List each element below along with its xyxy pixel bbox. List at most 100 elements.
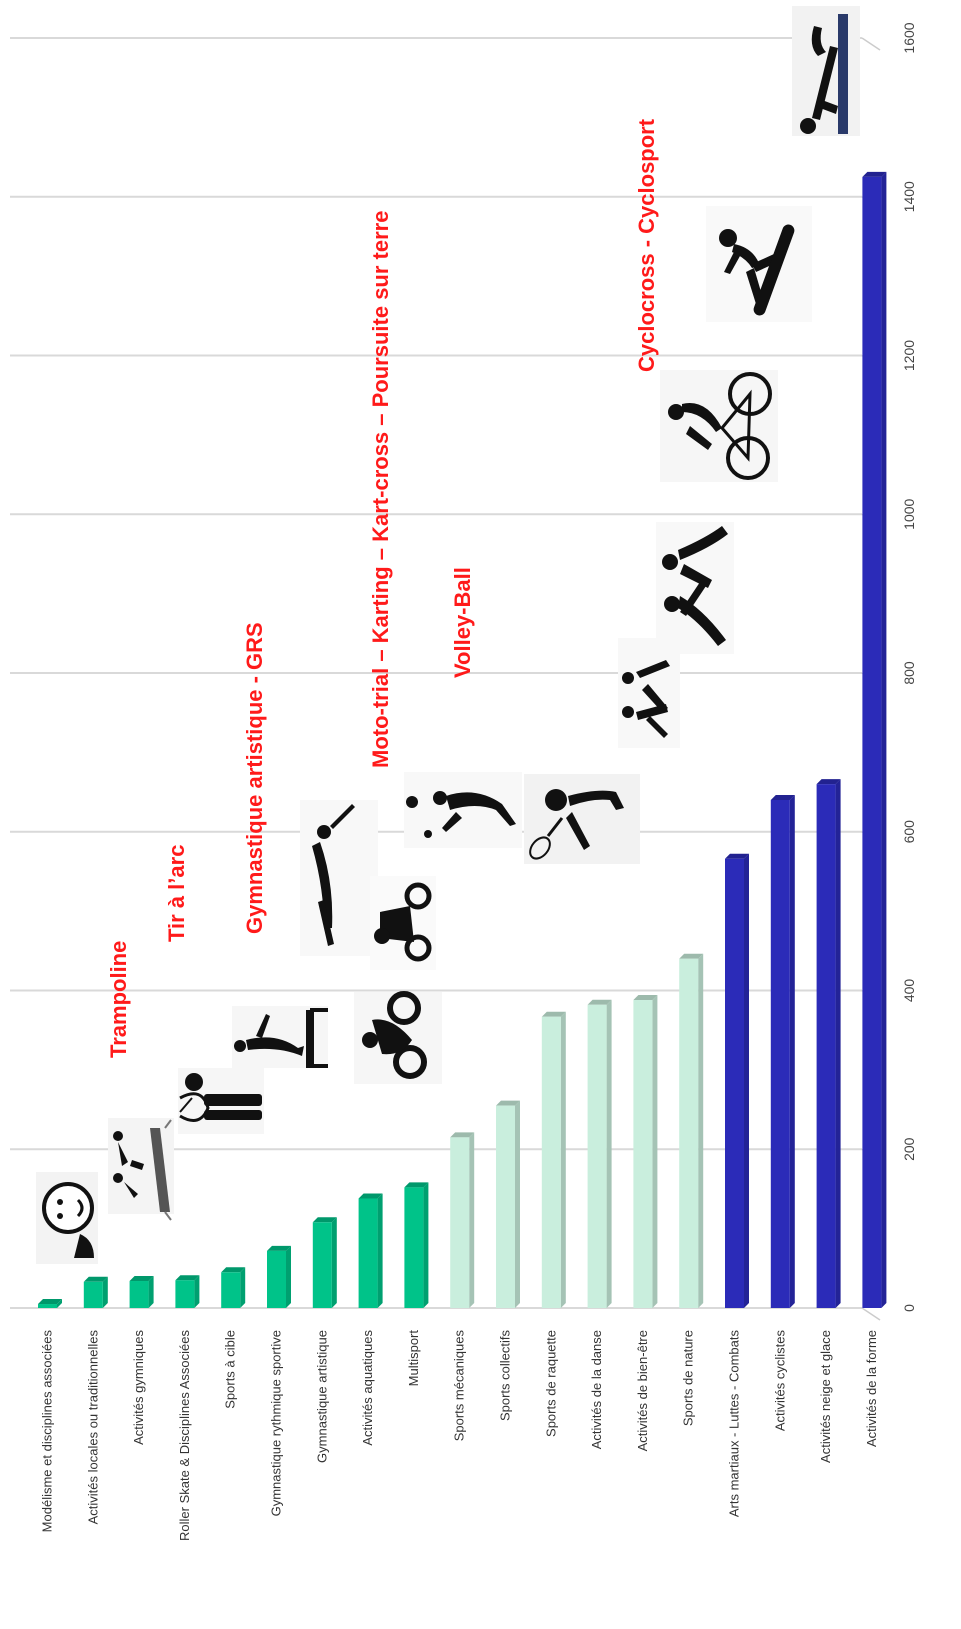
category-label: Arts martiaux - Luttes - Combats — [727, 1330, 742, 1518]
tick-label: 800 — [901, 661, 917, 685]
bar-top — [404, 1182, 429, 1188]
category-label: Activités de la danse — [589, 1330, 604, 1449]
cyclist-icon — [660, 370, 778, 482]
category-label: Activités aquatiques — [360, 1330, 375, 1446]
category-label: Activités neige et glace — [818, 1330, 833, 1463]
bar-front — [312, 1222, 332, 1308]
bar-side — [148, 1276, 154, 1308]
bar-side — [423, 1182, 429, 1308]
bar — [725, 853, 749, 1308]
tick-label: 600 — [901, 820, 917, 844]
annotation: Tir à l’arc — [164, 845, 189, 942]
bar-top — [496, 1100, 520, 1106]
bar-top — [541, 1011, 566, 1017]
gridline-stub — [861, 1307, 881, 1321]
trampoline-icon — [108, 1118, 174, 1221]
bar-front — [496, 1105, 515, 1308]
bar-side — [286, 1245, 291, 1308]
bar-side — [102, 1276, 108, 1308]
tick-label: 400 — [901, 979, 917, 1003]
bar — [404, 1182, 429, 1308]
bar — [83, 1276, 108, 1308]
bar-top — [221, 1267, 246, 1273]
bar-front — [175, 1280, 195, 1308]
bar-side — [240, 1267, 246, 1308]
bar — [679, 953, 704, 1308]
bar-front — [221, 1272, 241, 1308]
bar-top — [725, 853, 749, 859]
bar-front — [83, 1281, 103, 1308]
bar — [633, 995, 658, 1308]
bar-top — [679, 953, 704, 959]
bar-side — [560, 1011, 566, 1308]
category-label: Activités gymniques — [131, 1330, 146, 1445]
category-label: Sports de nature — [681, 1330, 696, 1426]
bar-front — [862, 176, 882, 1308]
bar — [587, 999, 612, 1308]
annotation: Volley-Ball — [450, 567, 475, 678]
bar-side — [881, 171, 887, 1308]
annotation: Cyclocross - Cyclosport — [634, 118, 659, 372]
tick-label: 1400 — [901, 181, 917, 212]
tick-label: 0 — [901, 1304, 917, 1312]
bar-side — [744, 853, 749, 1308]
bar-top — [587, 999, 612, 1005]
tick-label: 1000 — [901, 498, 917, 529]
bar-side — [606, 999, 612, 1308]
bar-top — [129, 1276, 154, 1282]
pictograms — [36, 6, 860, 1264]
category-label: Sports à cible — [223, 1330, 238, 1409]
bar-side — [789, 795, 795, 1308]
bar-top — [816, 779, 841, 785]
bar-side — [698, 953, 704, 1308]
bar — [816, 779, 841, 1308]
archer-icon — [178, 1068, 264, 1134]
category-label: Sports collectifs — [498, 1330, 513, 1422]
baby-icon — [36, 1172, 98, 1264]
bar-front — [679, 958, 699, 1308]
bar — [38, 1299, 62, 1308]
bar-front — [633, 1000, 653, 1308]
bar-top — [312, 1217, 337, 1223]
category-labels: Modélisme et disciplines associées Activi… — [40, 1330, 879, 1541]
bar-front — [725, 858, 744, 1308]
bar — [862, 171, 887, 1308]
bar-top — [83, 1276, 108, 1282]
snowboard-icon — [706, 206, 812, 322]
bar-top — [633, 995, 658, 1001]
bar-side — [515, 1100, 520, 1308]
category-label: Activités de bien-être — [635, 1330, 650, 1451]
bar-front — [38, 1304, 57, 1308]
category-label: Activités cyclistes — [772, 1330, 787, 1432]
bar-side — [57, 1299, 62, 1308]
bar-front — [358, 1198, 378, 1308]
annotation: Moto-trial – Karting – Kart-cross – Pour… — [368, 211, 393, 768]
category-label: Sports de raquette — [543, 1330, 558, 1437]
category-label: Sports mécaniques — [452, 1330, 467, 1442]
category-label: Modélisme et disciplines associées — [40, 1330, 55, 1533]
bar — [267, 1245, 291, 1308]
bar — [129, 1276, 154, 1308]
bar-side — [194, 1275, 200, 1308]
bar-front — [770, 800, 790, 1308]
tick-label: 1600 — [901, 22, 917, 53]
badminton-icon — [524, 774, 640, 864]
bar-top — [38, 1299, 62, 1305]
bar-top — [770, 795, 795, 800]
category-label: Gymnastique rythmique sportive — [269, 1330, 284, 1516]
bar-front — [129, 1281, 149, 1308]
bar-front — [587, 1004, 607, 1308]
bar — [312, 1217, 337, 1308]
tick-label: 200 — [901, 1137, 917, 1161]
bar-front — [541, 1016, 561, 1308]
bars — [38, 171, 887, 1308]
bar-top — [175, 1275, 200, 1281]
bar — [358, 1193, 383, 1308]
motocross-icon — [354, 991, 442, 1084]
bar-front — [450, 1137, 470, 1308]
bar-side — [377, 1193, 383, 1308]
bar — [496, 1100, 520, 1308]
bar-top — [862, 171, 887, 177]
bar-side — [652, 995, 658, 1308]
